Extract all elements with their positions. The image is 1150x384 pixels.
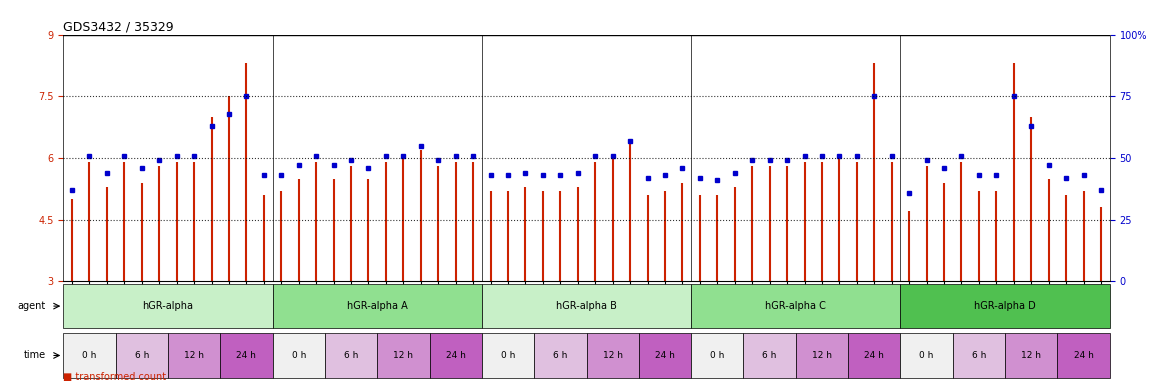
Text: agent: agent [17, 301, 46, 311]
FancyBboxPatch shape [377, 333, 430, 378]
Text: 0 h: 0 h [711, 351, 724, 360]
Text: 6 h: 6 h [553, 351, 568, 360]
Text: GDS3432 / 35329: GDS3432 / 35329 [63, 20, 174, 33]
Text: 24 h: 24 h [865, 351, 884, 360]
FancyBboxPatch shape [691, 333, 743, 378]
FancyBboxPatch shape [796, 333, 849, 378]
FancyBboxPatch shape [900, 333, 952, 378]
FancyBboxPatch shape [586, 333, 639, 378]
FancyBboxPatch shape [743, 333, 796, 378]
FancyBboxPatch shape [900, 284, 1110, 328]
FancyBboxPatch shape [63, 333, 115, 378]
Text: 24 h: 24 h [1074, 351, 1094, 360]
FancyBboxPatch shape [325, 333, 377, 378]
Text: 6 h: 6 h [344, 351, 359, 360]
Text: 6 h: 6 h [762, 351, 777, 360]
FancyBboxPatch shape [534, 333, 586, 378]
Text: 0 h: 0 h [83, 351, 97, 360]
Text: hGR-alpha B: hGR-alpha B [557, 301, 616, 311]
FancyBboxPatch shape [849, 333, 900, 378]
Text: 6 h: 6 h [135, 351, 150, 360]
FancyBboxPatch shape [482, 284, 691, 328]
FancyBboxPatch shape [952, 333, 1005, 378]
FancyBboxPatch shape [1005, 333, 1058, 378]
Text: 12 h: 12 h [812, 351, 831, 360]
Text: time: time [24, 351, 46, 361]
Text: 0 h: 0 h [501, 351, 515, 360]
Text: 0 h: 0 h [292, 351, 306, 360]
Text: 0 h: 0 h [920, 351, 934, 360]
FancyBboxPatch shape [273, 284, 482, 328]
Text: 6 h: 6 h [972, 351, 987, 360]
Text: 12 h: 12 h [184, 351, 204, 360]
FancyBboxPatch shape [639, 333, 691, 378]
FancyBboxPatch shape [691, 284, 900, 328]
Text: 12 h: 12 h [603, 351, 622, 360]
Text: 24 h: 24 h [656, 351, 675, 360]
Text: hGR-alpha C: hGR-alpha C [766, 301, 826, 311]
FancyBboxPatch shape [482, 333, 534, 378]
Text: 24 h: 24 h [237, 351, 256, 360]
Text: 24 h: 24 h [446, 351, 466, 360]
Text: 12 h: 12 h [1021, 351, 1041, 360]
FancyBboxPatch shape [221, 333, 273, 378]
Text: hGR-alpha: hGR-alpha [143, 301, 193, 311]
FancyBboxPatch shape [168, 333, 221, 378]
FancyBboxPatch shape [115, 333, 168, 378]
FancyBboxPatch shape [273, 333, 325, 378]
Text: hGR-alpha D: hGR-alpha D [974, 301, 1036, 311]
Text: 12 h: 12 h [393, 351, 413, 360]
Text: ■ transformed count: ■ transformed count [63, 372, 167, 382]
Text: hGR-alpha A: hGR-alpha A [347, 301, 407, 311]
FancyBboxPatch shape [63, 284, 273, 328]
FancyBboxPatch shape [1058, 333, 1110, 378]
FancyBboxPatch shape [430, 333, 482, 378]
